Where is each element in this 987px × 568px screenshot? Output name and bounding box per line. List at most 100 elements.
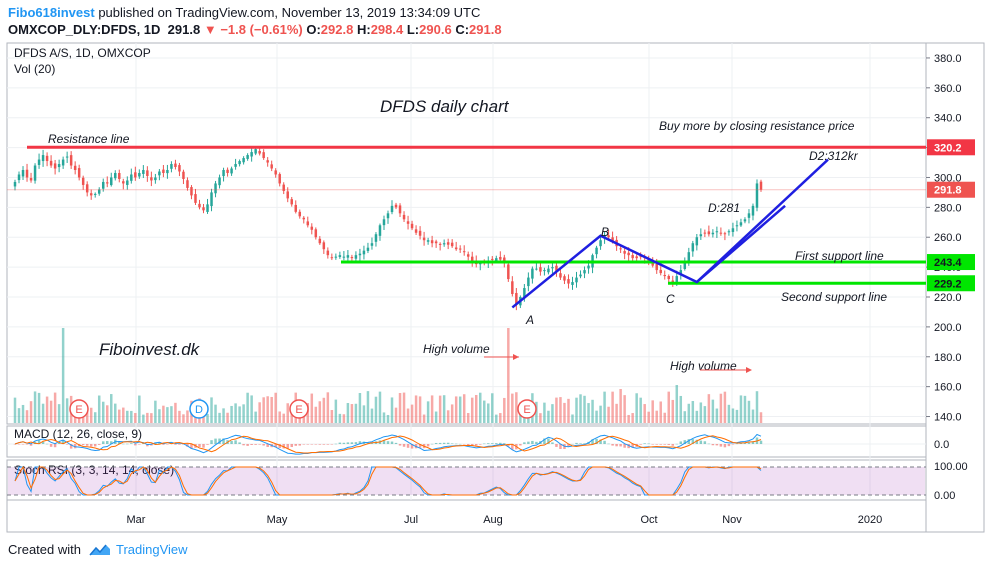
- tradingview-brand[interactable]: TradingView: [116, 542, 188, 557]
- candle-body: [707, 231, 711, 235]
- volume-bar: [434, 411, 438, 423]
- candle-body: [515, 292, 518, 305]
- volume-bar: [41, 403, 45, 423]
- volume-bar: [599, 405, 602, 423]
- candle-body: [551, 267, 554, 269]
- macd-histogram-bar: [519, 444, 522, 446]
- volume-bar: [487, 403, 490, 423]
- macd-histogram-bar: [426, 444, 430, 447]
- candle-body: [414, 229, 418, 233]
- macd-histogram-bar: [491, 443, 494, 444]
- macd-histogram-bar: [174, 444, 177, 445]
- macd-histogram-bar: [93, 444, 97, 447]
- macd-histogram-bar: [322, 444, 326, 445]
- candle-body: [507, 264, 510, 280]
- macd-histogram-bar: [659, 444, 662, 445]
- volume-bar: [33, 391, 37, 423]
- candle-body: [727, 231, 731, 233]
- macd-histogram-bar: [527, 441, 530, 444]
- macd-histogram-bar: [41, 441, 45, 444]
- macd-histogram-bar: [591, 439, 594, 444]
- volume-bar: [250, 395, 253, 423]
- macd-histogram-bar: [643, 443, 646, 444]
- macd-histogram-bar: [647, 443, 650, 445]
- macd-histogram-bar: [242, 444, 245, 446]
- candle-body: [410, 223, 414, 229]
- candle-body: [619, 248, 622, 250]
- volume-bar: [623, 395, 626, 423]
- candle-body: [454, 247, 458, 250]
- price-tick-label: 360.0: [934, 83, 962, 95]
- event-marker-label: E: [295, 404, 302, 416]
- second-support-label: Second support line: [781, 290, 887, 304]
- macd-histogram-bar: [37, 440, 41, 444]
- macd-histogram-bar: [314, 444, 318, 445]
- volume-bar: [210, 397, 213, 423]
- wave-label-a: A: [525, 313, 534, 327]
- candle-body: [635, 256, 638, 259]
- candle-body: [398, 205, 402, 214]
- author-link[interactable]: Fibo618invest: [8, 5, 95, 20]
- volume-bar: [386, 414, 390, 423]
- volume-bar: [438, 395, 442, 423]
- candle-body: [290, 199, 293, 205]
- volume-bar: [186, 410, 189, 423]
- macd-histogram-bar: [238, 442, 241, 444]
- volume-bar: [667, 391, 670, 423]
- macd-histogram-bar: [446, 442, 450, 444]
- volume-bar: [37, 392, 41, 423]
- macd-histogram-bar: [69, 444, 73, 449]
- candle-body: [330, 257, 334, 259]
- volume-bar: [354, 403, 358, 423]
- candle-body: [73, 165, 77, 170]
- candle-body: [362, 250, 366, 255]
- macd-histogram-bar: [711, 444, 715, 446]
- candle-body: [114, 172, 117, 179]
- stoch-tick-label-0: 0.00: [934, 490, 955, 502]
- chart-canvas[interactable]: 380.0360.0340.0320.0300.0280.0260.0240.0…: [0, 40, 987, 535]
- macd-histogram-bar: [122, 443, 125, 445]
- publish-info: published on TradingView.com, November 1…: [98, 5, 481, 20]
- macd-histogram-bar: [29, 444, 33, 446]
- macd-histogram-bar: [663, 444, 666, 445]
- macd-histogram-bar: [623, 444, 626, 448]
- event-marker: [517, 399, 537, 419]
- candle-body: [37, 159, 41, 165]
- macd-histogram-bar: [101, 441, 105, 444]
- volume-bar: [695, 410, 699, 423]
- candle-body: [21, 170, 25, 177]
- macd-histogram-bar: [731, 444, 735, 445]
- volume-bar: [350, 404, 354, 423]
- candle-body: [294, 204, 297, 212]
- volume-bar: [571, 414, 574, 423]
- buy-more-annotation: Buy more by closing resistance price: [659, 119, 855, 133]
- volume-bar: [619, 389, 622, 423]
- macd-histogram-bar: [190, 444, 193, 449]
- volume-bar: [587, 403, 590, 423]
- candle-body: [61, 159, 65, 166]
- macd-histogram-bar: [691, 439, 695, 444]
- candle-body: [687, 252, 691, 262]
- watermark-text: Fiboinvest.dk: [99, 340, 201, 359]
- volume-bar: [262, 397, 265, 423]
- candle-body: [310, 226, 314, 230]
- macd-histogram-bar: [479, 444, 482, 445]
- volume-bar: [743, 395, 747, 423]
- volume-bar: [49, 400, 53, 423]
- first-support-label: First support line: [795, 249, 884, 263]
- time-tick-label: Mar: [127, 514, 146, 526]
- down-arrow-icon: ▼: [203, 22, 217, 37]
- volume-bar: [398, 393, 402, 423]
- candle-body: [17, 174, 21, 181]
- volume-bar: [731, 408, 735, 423]
- high-value: 298.4: [370, 22, 404, 37]
- macd-histogram-bar: [290, 444, 293, 448]
- macd-histogram-bar: [470, 444, 474, 446]
- candle-body: [595, 247, 598, 255]
- volume-bar: [85, 412, 89, 423]
- volume-bar: [158, 409, 161, 423]
- macd-histogram-bar: [438, 442, 442, 444]
- candle-body: [683, 261, 687, 270]
- volume-bar: [138, 395, 141, 423]
- candle-body: [270, 164, 273, 169]
